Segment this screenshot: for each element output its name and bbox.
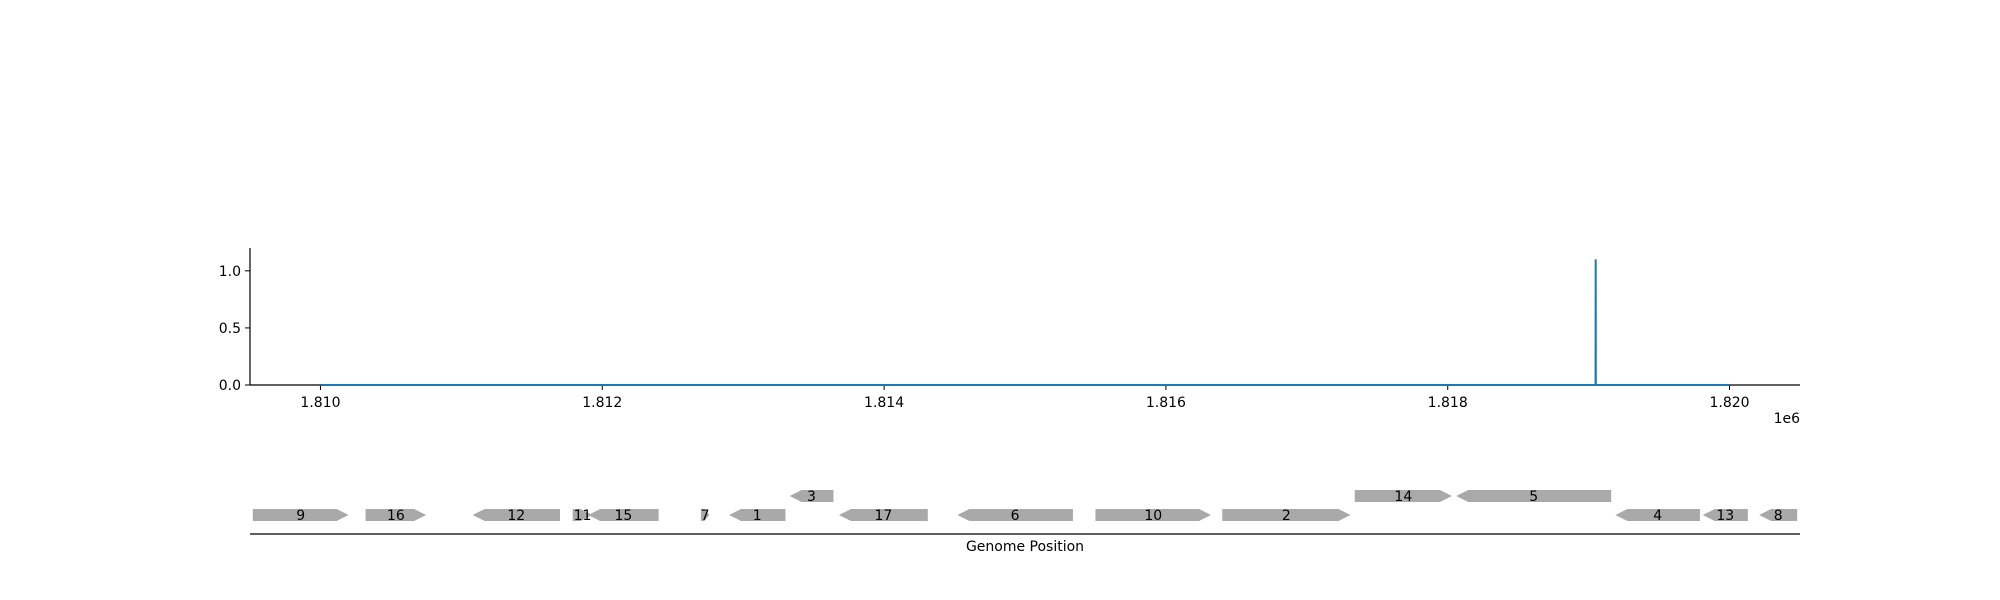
gene-arrow	[472, 509, 560, 521]
x-tick-label: 1.810	[300, 395, 340, 411]
gene-label: 2	[1282, 508, 1291, 524]
gene-label: 5	[1529, 489, 1538, 505]
x-tick-label: 1.820	[1709, 395, 1749, 411]
x-axis-label: Genome Position	[966, 539, 1084, 555]
gene-arrow	[957, 509, 1073, 521]
gene-arrow	[1759, 509, 1798, 521]
gene-arrow	[365, 509, 427, 521]
x-tick-label: 1.812	[582, 395, 622, 411]
x-tick-label: 1.816	[1146, 395, 1186, 411]
gene-arrow	[588, 509, 659, 521]
x-ticks: 1.810 1.812 1.814 1.816 1.818 1.820	[300, 385, 1750, 411]
y-ticks: 0.0 0.5 1.0	[219, 264, 250, 394]
gene-arrow	[1095, 509, 1211, 521]
x-offset-label: 1e6	[1774, 411, 1801, 427]
x-tick-label: 1.814	[864, 395, 904, 411]
gene-arrow	[572, 509, 593, 521]
gene-arrow	[1354, 490, 1452, 502]
y-tick-label: 0.5	[219, 321, 241, 337]
gene-arrow	[1456, 490, 1612, 502]
gene-label: 8	[1774, 508, 1783, 524]
gene-arrow	[839, 509, 928, 521]
gene-label: 4	[1653, 508, 1662, 524]
gene-arrow	[1222, 509, 1351, 521]
coverage-line	[320, 259, 1730, 386]
gene-label: 13	[1716, 508, 1734, 524]
gene-label: 12	[507, 508, 525, 524]
gene-label: 17	[874, 508, 892, 524]
gene-arrow	[252, 509, 349, 521]
gene-label: 9	[296, 508, 305, 524]
y-tick-label: 1.0	[219, 264, 241, 280]
gene-label: 14	[1394, 489, 1412, 505]
gene-arrow	[729, 509, 786, 521]
gene-label: 16	[387, 508, 405, 524]
gene-arrow	[700, 509, 710, 521]
y-tick-label: 0.0	[219, 378, 241, 394]
gene-label: 1	[753, 508, 762, 524]
x-tick-label: 1.818	[1428, 395, 1468, 411]
gene-label: 10	[1144, 508, 1162, 524]
gene-label: 6	[1011, 508, 1020, 524]
gene-arrow	[1615, 509, 1700, 521]
gene-label: 7	[701, 508, 710, 524]
gene-label: 15	[614, 508, 632, 524]
coverage-plot: 0.0 0.5 1.0 1.810 1.812 1.814 1.816 1.818 1.820…	[219, 248, 1800, 427]
gene-arrow	[789, 490, 834, 502]
gene-label: 3	[807, 489, 816, 505]
gene-label: 11	[574, 508, 592, 524]
gene-arrow	[1702, 509, 1748, 521]
